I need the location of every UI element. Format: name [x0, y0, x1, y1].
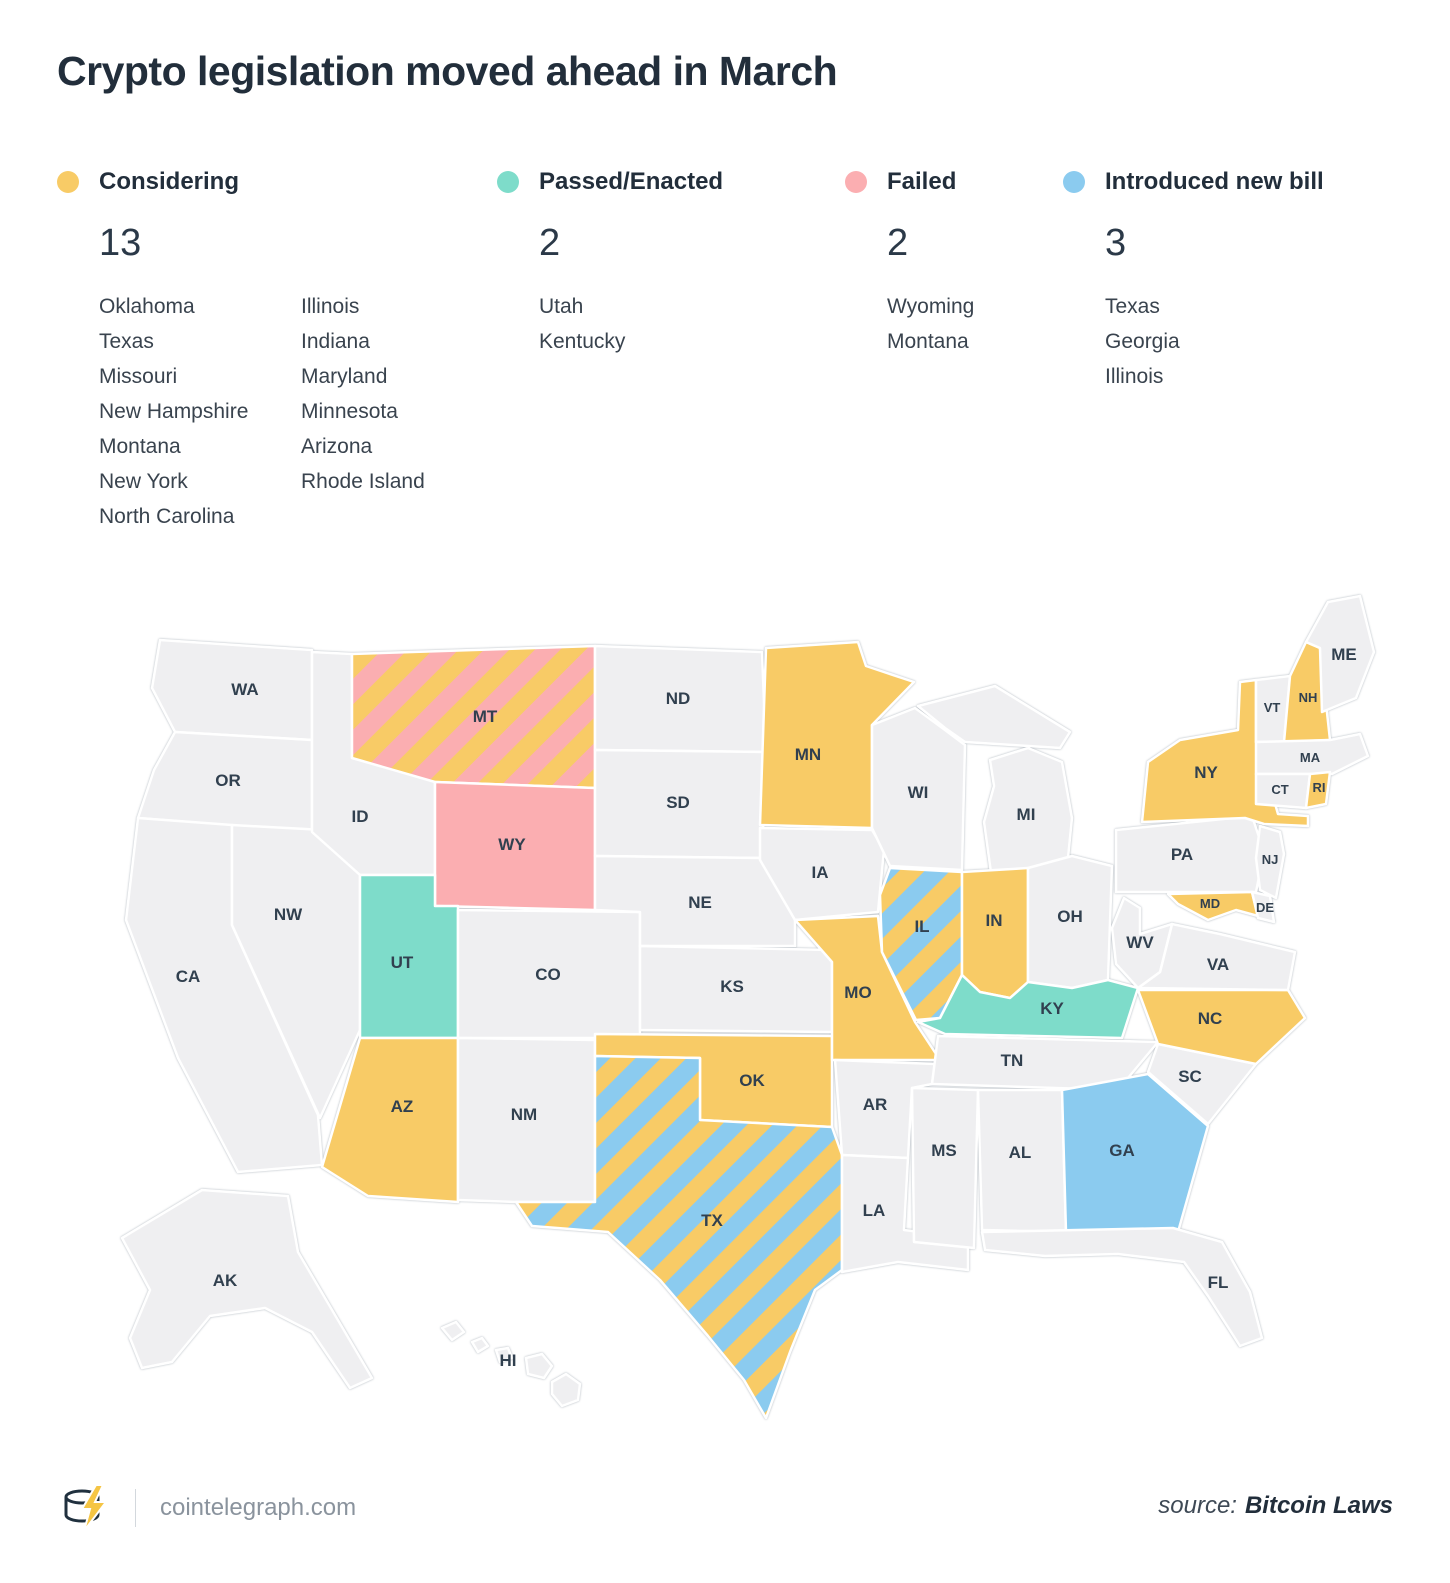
state-nd: [593, 644, 768, 754]
state-de: [1250, 890, 1276, 924]
legend-head: Failed: [845, 168, 1089, 196]
state-mi: [916, 684, 1074, 882]
state-in: [960, 866, 1030, 1000]
state-ri: [1304, 770, 1332, 810]
legend-item-passed: Passed/Enacted 2 Utah Kentucky: [497, 168, 741, 359]
legend-state-name: North Carolina: [99, 505, 235, 528]
state-pa: [1114, 814, 1266, 894]
state-ak: [120, 1188, 374, 1390]
state-hi: [440, 1320, 582, 1408]
legend-state-name: Montana: [887, 330, 969, 353]
state-me: [1304, 594, 1376, 714]
state-nj: [1254, 824, 1286, 900]
state-ms: [910, 1086, 980, 1250]
state-mt: [350, 644, 597, 790]
legend-head: Considering: [57, 168, 503, 196]
legend-head: Introduced new bill: [1063, 168, 1324, 196]
legend-state-name: Indiana: [301, 330, 370, 353]
legend-state-name: Utah: [539, 295, 584, 318]
legend-state-name: Minnesota: [301, 400, 398, 423]
us-map-svg: WAORCANWIDMTWYUTAZCONMNDSDNEKSOKTXMNIAMO…: [120, 594, 1376, 1420]
state-tx: [514, 1054, 844, 1420]
legend-state-name: New Hampshire: [99, 400, 249, 423]
legend-states-column: Utah Kentucky: [539, 289, 697, 359]
source-credit: source: Bitcoin Laws: [1158, 1492, 1393, 1520]
state-ct: [1254, 772, 1312, 810]
state-ks: [638, 944, 834, 1034]
legend-item-introduced: Introduced new bill 3 Texas Georgia Illino…: [1063, 168, 1324, 394]
legend-count-passed: 2: [539, 222, 561, 264]
introduced-dot-icon: [1063, 171, 1085, 193]
legend-label-passed: Passed/Enacted: [539, 168, 724, 195]
state-nm: [456, 1036, 597, 1204]
state-wa: [150, 638, 314, 742]
state-ga: [1060, 1072, 1210, 1234]
passed-dot-icon: [497, 171, 519, 193]
legend-state-name: Missouri: [99, 365, 178, 388]
legend-state-name: Illinois: [1105, 365, 1164, 388]
legend-count-failed: 2: [887, 222, 909, 264]
legend-count-introduced: 3: [1105, 222, 1127, 264]
legend-state-name: Illinois: [301, 295, 360, 318]
legend-state-name: Georgia: [1105, 330, 1180, 353]
legend-state-name: Oklahoma: [99, 295, 195, 318]
legend-states-column: Wyoming Montana: [887, 289, 1045, 359]
legend-lists: Wyoming Montana: [887, 289, 1089, 359]
legend-label-introduced: Introduced new bill: [1105, 168, 1324, 195]
legend-states-column: Oklahoma Texas Missouri New Hampshire Montan…: [99, 289, 257, 534]
state-mn: [758, 640, 916, 830]
legend-item-failed: Failed 2 Wyoming Montana: [845, 168, 1089, 359]
legend-state-name: Texas: [1105, 295, 1160, 318]
legend-lists: Utah Kentucky: [539, 289, 741, 359]
state-az: [320, 1036, 460, 1204]
legend-label-failed: Failed: [887, 168, 957, 195]
legend-state-name: New York: [99, 470, 188, 493]
legend-state-name: Wyoming: [887, 295, 975, 318]
state-or: [136, 730, 314, 834]
state-wi: [870, 706, 967, 872]
legend-lists: Texas Georgia Illinois: [1105, 289, 1324, 394]
source-name: Bitcoin Laws: [1244, 1492, 1393, 1519]
legend-lists: Oklahoma Texas Missouri New Hampshire Montan…: [99, 289, 503, 534]
considering-dot-icon: [57, 171, 79, 193]
state-wv: [1110, 896, 1174, 990]
us-choropleth-map: WA OR CA NW ID MT WY UT AZ CO NM ND SD NE KS OK TX MN IA MO…: [60, 590, 1390, 1450]
legend-item-considering: Considering 13 Oklahoma Texas Missouri New …: [57, 168, 503, 534]
state-sd: [593, 748, 768, 860]
footer-divider: [135, 1489, 136, 1527]
legend-states-column: Illinois Indiana Maryland Minnesota Arizona R…: [301, 289, 459, 534]
legend-state-name: Kentucky: [539, 330, 626, 353]
legend-states-column: Texas Georgia Illinois: [1105, 289, 1263, 394]
state-wy: [433, 780, 597, 912]
page-title: Crypto legislation moved ahead in March: [57, 48, 838, 94]
state-al: [976, 1088, 1068, 1234]
state-co: [456, 908, 642, 1040]
state-ky: [916, 973, 1140, 1040]
legend-state-name: Texas: [99, 330, 154, 353]
legend-state-name: Maryland: [301, 365, 388, 388]
state-oh: [1026, 854, 1114, 990]
cointelegraph-logo-icon: [64, 1484, 109, 1532]
state-mo: [793, 914, 942, 1062]
legend-label-considering: Considering: [99, 168, 240, 195]
failed-dot-icon: [845, 171, 867, 193]
legend-head: Passed/Enacted: [497, 168, 741, 196]
state-md: [1166, 890, 1260, 922]
legend-state-name: Rhode Island: [301, 470, 425, 493]
legend-count-considering: 13: [99, 222, 142, 264]
state-fl: [980, 1226, 1264, 1348]
states-layer: [120, 594, 1376, 1420]
footer: cointelegraph.com source: Bitcoin Laws: [57, 1480, 1393, 1536]
source-prefix: source:: [1158, 1492, 1237, 1519]
legend-state-name: Arizona: [301, 435, 373, 458]
brand-text: cointelegraph.com: [160, 1494, 357, 1521]
legend-state-name: Montana: [99, 435, 181, 458]
